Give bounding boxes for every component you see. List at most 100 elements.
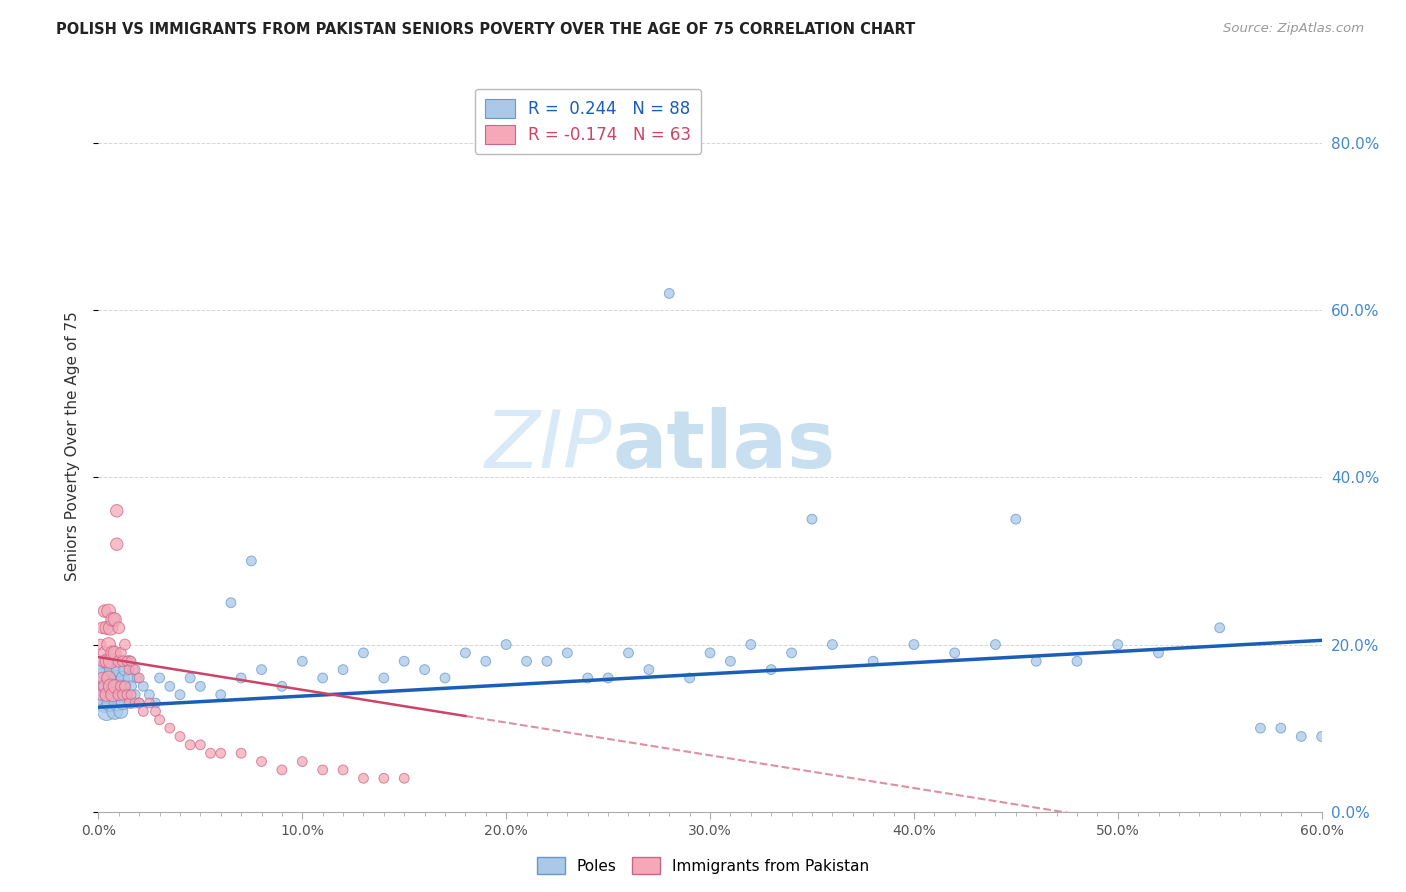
Point — [270, 679, 294, 693]
Point — [128, 671, 150, 685]
Point — [114, 679, 136, 693]
Point — [91, 654, 114, 668]
Point — [149, 713, 172, 727]
Point — [114, 638, 136, 652]
Point — [120, 696, 142, 710]
Point — [149, 671, 172, 685]
Point — [101, 663, 124, 677]
Point — [188, 738, 212, 752]
Point — [115, 688, 138, 702]
Point — [598, 671, 620, 685]
Text: POLISH VS IMMIGRANTS FROM PAKISTAN SENIORS POVERTY OVER THE AGE OF 75 CORRELATIO: POLISH VS IMMIGRANTS FROM PAKISTAN SENIO… — [56, 22, 915, 37]
Point — [1025, 654, 1047, 668]
Point — [495, 638, 517, 652]
Point — [104, 705, 127, 719]
Point — [96, 679, 118, 693]
Point — [1249, 721, 1271, 735]
Point — [128, 696, 150, 710]
Point — [145, 696, 167, 710]
Legend: Poles, Immigrants from Pakistan: Poles, Immigrants from Pakistan — [531, 851, 875, 880]
Text: Source: ZipAtlas.com: Source: ZipAtlas.com — [1223, 22, 1364, 36]
Point — [108, 679, 131, 693]
Point — [291, 755, 314, 769]
Point — [127, 671, 149, 685]
Point — [699, 646, 721, 660]
Point — [231, 671, 253, 685]
Point — [159, 679, 181, 693]
Point — [93, 646, 115, 660]
Point — [984, 638, 1007, 652]
Point — [1066, 654, 1088, 668]
Point — [332, 763, 354, 777]
Point — [100, 696, 122, 710]
Point — [96, 654, 118, 668]
Point — [720, 654, 742, 668]
Point — [114, 663, 136, 677]
Point — [188, 679, 212, 693]
Point — [413, 663, 436, 677]
Point — [169, 730, 191, 744]
Point — [231, 746, 253, 760]
Point — [105, 504, 128, 518]
Point — [108, 663, 131, 677]
Point — [111, 696, 134, 710]
Point — [474, 654, 498, 668]
Point — [96, 705, 118, 719]
Point — [250, 663, 273, 677]
Point — [97, 654, 120, 668]
Point — [250, 755, 273, 769]
Point — [89, 638, 111, 652]
Point — [115, 688, 138, 702]
Point — [179, 738, 201, 752]
Point — [557, 646, 579, 660]
Point — [108, 654, 131, 668]
Point — [122, 663, 145, 677]
Point — [111, 671, 134, 685]
Point — [179, 671, 201, 685]
Point — [132, 679, 155, 693]
Point — [100, 621, 122, 635]
Point — [352, 772, 374, 786]
Point — [138, 688, 160, 702]
Point — [91, 621, 114, 635]
Point — [1291, 730, 1313, 744]
Point — [118, 671, 141, 685]
Point — [118, 654, 141, 668]
Point — [101, 646, 124, 660]
Point — [105, 537, 128, 551]
Point — [209, 688, 232, 702]
Point — [124, 696, 146, 710]
Point — [312, 763, 335, 777]
Point — [454, 646, 477, 660]
Y-axis label: Seniors Poverty Over the Age of 75: Seniors Poverty Over the Age of 75 — [65, 311, 80, 581]
Point — [93, 604, 115, 618]
Point — [118, 663, 141, 677]
Point — [110, 679, 132, 693]
Point — [658, 286, 681, 301]
Point — [108, 621, 131, 635]
Point — [138, 696, 160, 710]
Point — [617, 646, 640, 660]
Point — [100, 679, 122, 693]
Point — [104, 679, 127, 693]
Point — [638, 663, 661, 677]
Point — [93, 679, 115, 693]
Point — [104, 612, 127, 626]
Point — [100, 671, 122, 685]
Point — [373, 772, 395, 786]
Point — [1209, 621, 1232, 635]
Point — [536, 654, 558, 668]
Point — [352, 646, 374, 660]
Point — [801, 512, 824, 526]
Point — [312, 671, 335, 685]
Point — [169, 688, 191, 702]
Point — [679, 671, 702, 685]
Point — [332, 663, 354, 677]
Point — [373, 671, 395, 685]
Point — [101, 612, 124, 626]
Point — [120, 654, 142, 668]
Point — [93, 696, 115, 710]
Point — [101, 688, 124, 702]
Point — [392, 654, 416, 668]
Point — [821, 638, 844, 652]
